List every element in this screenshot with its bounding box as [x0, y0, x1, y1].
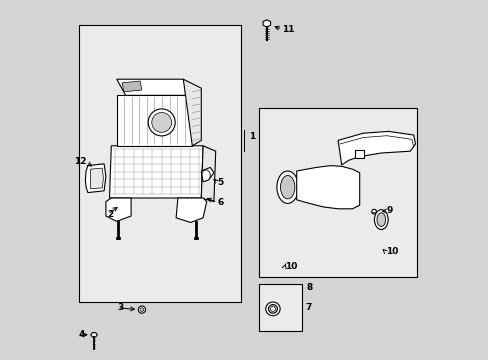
Polygon shape — [106, 198, 131, 221]
Bar — [79, 25, 241, 302]
Ellipse shape — [270, 306, 275, 311]
Ellipse shape — [280, 176, 294, 199]
Ellipse shape — [371, 209, 376, 214]
Polygon shape — [117, 95, 192, 146]
Polygon shape — [122, 81, 142, 92]
Ellipse shape — [140, 308, 143, 311]
Polygon shape — [201, 167, 213, 182]
Ellipse shape — [376, 213, 385, 226]
Text: 12: 12 — [74, 158, 86, 166]
Text: 11: 11 — [282, 25, 294, 34]
Bar — [258, 284, 302, 331]
Polygon shape — [85, 164, 106, 193]
Polygon shape — [91, 333, 97, 337]
Text: 10: 10 — [284, 262, 297, 271]
Text: 1: 1 — [248, 132, 255, 141]
Text: 10: 10 — [385, 247, 397, 256]
Ellipse shape — [265, 302, 280, 316]
Polygon shape — [117, 79, 192, 95]
Polygon shape — [183, 79, 201, 146]
Polygon shape — [109, 146, 203, 198]
Text: 2: 2 — [107, 210, 114, 219]
Ellipse shape — [268, 305, 277, 313]
Text: 9: 9 — [386, 206, 392, 215]
Polygon shape — [90, 168, 103, 189]
Text: 8: 8 — [305, 284, 312, 292]
Ellipse shape — [276, 171, 298, 203]
Polygon shape — [263, 20, 270, 27]
Ellipse shape — [151, 112, 171, 132]
Polygon shape — [296, 166, 359, 209]
Polygon shape — [176, 198, 206, 222]
Bar — [355, 150, 364, 158]
Text: 4: 4 — [79, 330, 85, 339]
Polygon shape — [201, 146, 215, 202]
Bar — [258, 108, 416, 277]
Text: 6: 6 — [217, 198, 224, 207]
Ellipse shape — [138, 306, 145, 313]
Polygon shape — [337, 131, 415, 165]
Text: 7: 7 — [305, 303, 311, 312]
Text: 3: 3 — [118, 303, 124, 312]
Ellipse shape — [148, 109, 175, 136]
Text: 5: 5 — [217, 178, 224, 187]
Ellipse shape — [374, 210, 387, 230]
